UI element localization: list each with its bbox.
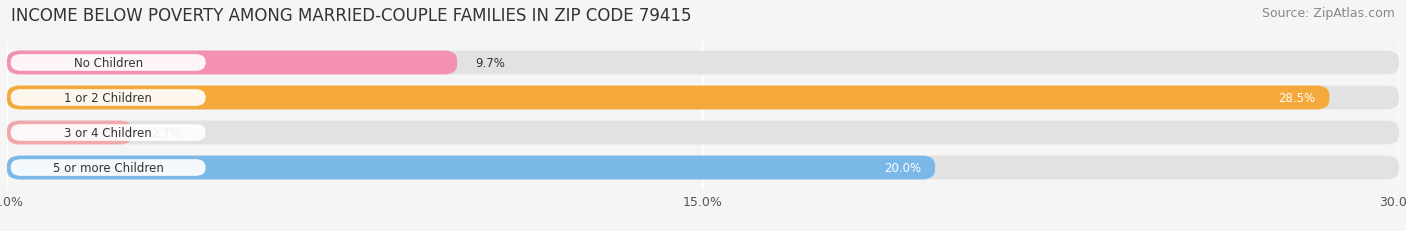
Text: 1 or 2 Children: 1 or 2 Children (65, 92, 152, 105)
Text: 5 or more Children: 5 or more Children (53, 161, 163, 174)
FancyBboxPatch shape (7, 51, 457, 75)
FancyBboxPatch shape (7, 156, 1399, 180)
FancyBboxPatch shape (11, 159, 205, 176)
Text: 9.7%: 9.7% (475, 57, 506, 70)
FancyBboxPatch shape (11, 125, 205, 141)
FancyBboxPatch shape (7, 156, 935, 180)
FancyBboxPatch shape (11, 55, 205, 72)
FancyBboxPatch shape (7, 51, 1399, 75)
FancyBboxPatch shape (11, 90, 205, 106)
Text: No Children: No Children (73, 57, 143, 70)
Text: Source: ZipAtlas.com: Source: ZipAtlas.com (1261, 7, 1395, 20)
Text: INCOME BELOW POVERTY AMONG MARRIED-COUPLE FAMILIES IN ZIP CODE 79415: INCOME BELOW POVERTY AMONG MARRIED-COUPL… (11, 7, 692, 25)
FancyBboxPatch shape (7, 86, 1399, 110)
Text: 20.0%: 20.0% (884, 161, 921, 174)
FancyBboxPatch shape (7, 121, 132, 145)
Text: 3 or 4 Children: 3 or 4 Children (65, 126, 152, 139)
FancyBboxPatch shape (7, 121, 1399, 145)
Text: 2.7%: 2.7% (150, 126, 181, 139)
FancyBboxPatch shape (7, 86, 1330, 110)
Text: 28.5%: 28.5% (1278, 92, 1316, 105)
